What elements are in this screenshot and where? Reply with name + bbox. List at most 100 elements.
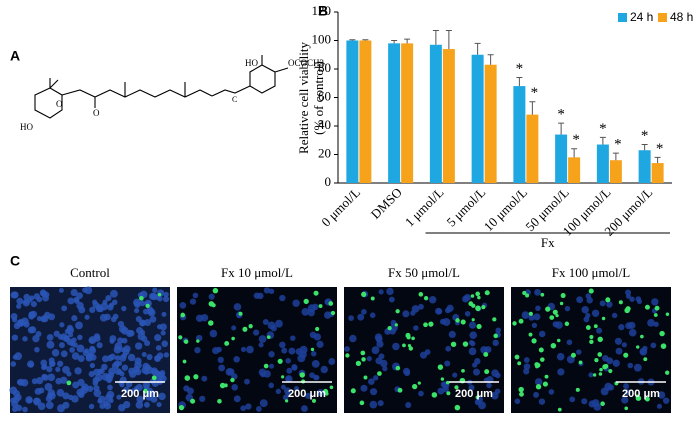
atom: C	[232, 95, 237, 104]
nucleus	[310, 350, 317, 357]
legend-label: 24 h	[630, 10, 653, 24]
bar	[401, 43, 414, 183]
nucleus	[113, 346, 122, 354]
bar	[526, 114, 539, 183]
apoptotic-cell	[659, 330, 665, 337]
nucleus	[556, 352, 565, 361]
nucleus	[150, 390, 156, 396]
significance-marker: *	[531, 85, 539, 101]
bar	[429, 44, 442, 184]
micrograph	[344, 287, 504, 413]
nucleus	[114, 368, 122, 375]
apoptotic-cell	[408, 346, 414, 351]
nucleus	[600, 387, 609, 396]
apoptotic-cell	[212, 287, 219, 294]
nucleus	[35, 377, 44, 385]
nucleus	[523, 368, 530, 375]
nucleus	[92, 380, 99, 386]
apoptotic-cell	[431, 392, 438, 398]
nucleus	[269, 363, 275, 369]
nucleus	[405, 402, 412, 409]
nucleus	[424, 349, 431, 355]
micrograph	[511, 287, 671, 413]
nucleus	[256, 406, 262, 412]
nucleus	[127, 353, 136, 362]
nucleus	[119, 354, 127, 362]
nucleus	[32, 334, 40, 343]
nucleus	[615, 347, 623, 355]
nucleus	[413, 325, 419, 331]
nucleus	[523, 363, 531, 370]
nucleus	[628, 328, 637, 337]
nucleus	[59, 322, 65, 328]
nucleus	[469, 331, 478, 339]
apoptotic-cell	[417, 381, 421, 385]
nucleus	[134, 361, 142, 370]
apoptotic-cell	[636, 345, 640, 349]
bar	[484, 64, 497, 183]
apoptotic-cell	[455, 318, 460, 323]
apoptotic-cell	[184, 375, 191, 381]
scale-label: 200 μm	[622, 388, 660, 400]
apoptotic-cell	[599, 367, 603, 372]
apoptotic-cell	[535, 362, 541, 368]
nucleus	[144, 340, 151, 347]
apoptotic-cell	[575, 387, 580, 392]
nucleus	[134, 342, 143, 350]
nucleus	[344, 346, 350, 352]
nucleus	[596, 327, 603, 334]
nucleus	[88, 370, 95, 378]
bar	[609, 160, 622, 183]
nucleus	[533, 391, 540, 398]
error-bar	[599, 136, 606, 145]
apoptotic-cell	[531, 338, 537, 344]
nucleus	[89, 306, 96, 313]
error-bar	[362, 39, 369, 41]
error-bar	[558, 122, 565, 135]
nucleus	[16, 379, 23, 386]
apoptotic-cell	[284, 399, 289, 403]
nucleus	[468, 340, 474, 346]
apoptotic-cell	[208, 320, 214, 326]
nucleus	[538, 330, 546, 338]
apoptotic-cell	[605, 297, 611, 303]
nucleus	[93, 389, 102, 398]
nucleus	[275, 388, 282, 395]
nucleus	[233, 395, 241, 403]
apoptotic-cell	[190, 398, 196, 404]
bar	[596, 144, 609, 183]
nucleus	[12, 354, 18, 360]
apoptotic-cell	[311, 398, 316, 403]
apoptotic-cell	[492, 317, 497, 322]
nucleus	[56, 388, 65, 397]
nucleus	[22, 336, 28, 342]
apoptotic-cell	[592, 373, 597, 377]
apoptotic-cell	[411, 383, 418, 390]
nucleus	[23, 321, 30, 328]
image-title: Fx 10 μmol/L	[221, 265, 293, 280]
nucleus	[71, 395, 79, 403]
nucleus	[20, 379, 29, 387]
nucleus	[194, 346, 201, 354]
bar	[471, 54, 484, 183]
apoptotic-cell	[538, 347, 544, 353]
apoptotic-cell	[522, 290, 527, 296]
apoptotic-cell	[310, 347, 315, 352]
nucleus	[231, 384, 239, 391]
apoptotic-cell	[397, 387, 403, 393]
nucleus	[576, 349, 582, 355]
nucleus	[218, 364, 226, 372]
apoptotic-cell	[570, 352, 576, 358]
micrograph	[9, 286, 170, 413]
apoptotic-cell	[454, 404, 461, 411]
atom: OCOCH3	[288, 58, 325, 68]
apoptotic-cell	[329, 385, 334, 390]
chemical-structure	[34, 55, 289, 119]
apoptotic-cell	[601, 316, 606, 321]
apoptotic-cell	[564, 321, 570, 326]
error-bar	[529, 101, 536, 115]
nucleus	[297, 354, 306, 363]
scale-label: 200 μm	[288, 388, 326, 400]
scale-label: 200 μm	[121, 388, 159, 400]
